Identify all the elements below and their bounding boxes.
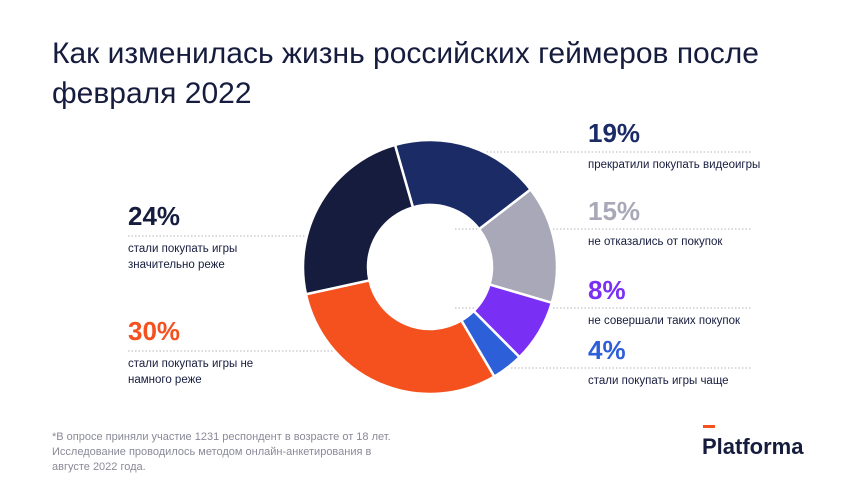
footnote: *В опросе приняли участие 1231 респонден…	[52, 431, 391, 473]
category-label: стали покупать игры значительно реже	[128, 243, 238, 271]
value-label: 4%	[588, 335, 626, 365]
category-label: прекратили покупать видеоигры	[588, 159, 761, 171]
donut-slice	[304, 278, 496, 396]
value-label: 19%	[588, 118, 641, 148]
value-label: 24%	[128, 201, 181, 231]
donut-slice	[393, 138, 533, 231]
donut-slice	[301, 143, 415, 296]
category-label: стали покупать игры не намного реже	[128, 358, 254, 386]
value-label: 8%	[588, 275, 626, 305]
value-label: 15%	[588, 196, 641, 226]
category-label: стали покупать игры чаще	[588, 375, 729, 387]
value-label: 30%	[128, 316, 181, 346]
category-label: не отказались от покупок	[588, 236, 723, 248]
chart-title: Как изменилась жизнь российских геймеров…	[52, 37, 759, 110]
category-label: не совершали таких покупок	[588, 315, 741, 327]
logo-bar	[703, 425, 715, 428]
logo: Platforma	[702, 434, 804, 459]
